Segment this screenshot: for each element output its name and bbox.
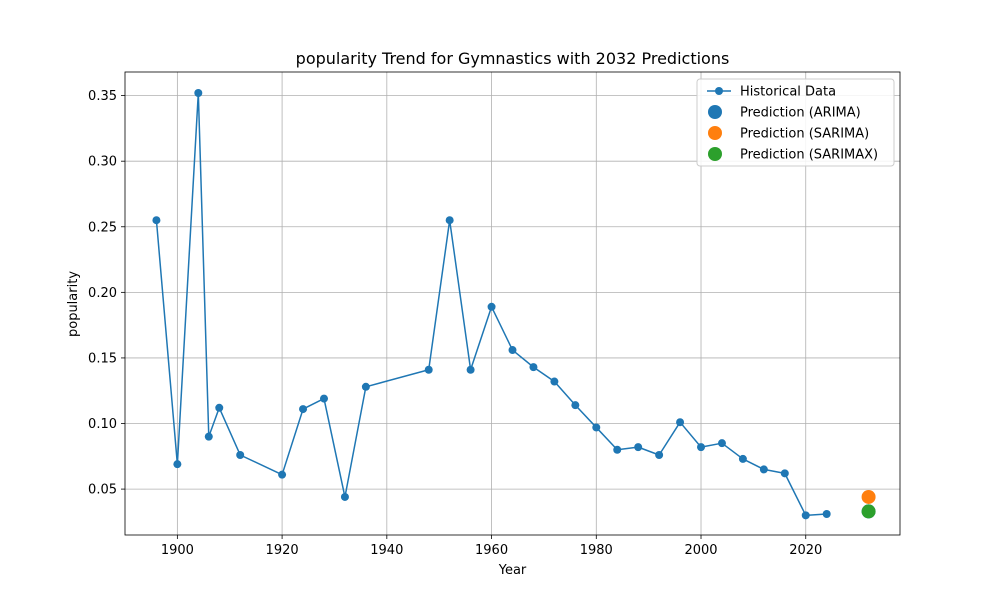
y-tick-label: 0.05 xyxy=(88,483,117,498)
historical-data-point xyxy=(204,432,213,441)
historical-data-point xyxy=(445,216,454,225)
legend-box xyxy=(696,78,895,167)
x-axis-label: Year xyxy=(498,563,527,578)
axes: 1900 1920 1940 1960 1980 2000 2020 0.05 0.10 0.15… xyxy=(88,71,901,558)
legend-marker-3 xyxy=(708,147,722,161)
legend-marker-historical xyxy=(715,87,723,95)
historical-data-point xyxy=(529,363,538,372)
historical-data-point xyxy=(215,403,224,412)
y-tick-label: 0.15 xyxy=(88,351,117,366)
legend-marker-1 xyxy=(708,105,722,119)
legend-label: Historical Data xyxy=(740,85,836,100)
historical-data-point xyxy=(822,510,831,519)
x-tick-label: 1960 xyxy=(475,543,508,558)
y-tick-label: 0.10 xyxy=(88,417,117,432)
x-tick-label: 2000 xyxy=(684,543,717,558)
series xyxy=(152,88,876,520)
historical-data-point xyxy=(613,445,622,454)
plot-frame xyxy=(124,71,901,536)
prediction-point-2 xyxy=(861,489,876,504)
legend-label: Prediction (SARIMA) xyxy=(740,127,869,142)
historical-data-point xyxy=(299,405,308,414)
historical-data-point xyxy=(801,511,810,520)
x-tick-label: 1980 xyxy=(580,543,613,558)
historical-data-point xyxy=(194,88,203,97)
historical-data-point xyxy=(173,460,182,469)
historical-data-point xyxy=(780,469,789,478)
historical-data-point xyxy=(152,216,161,225)
x-tick-label: 2020 xyxy=(789,543,822,558)
historical-data-point xyxy=(550,377,559,386)
y-tick-label: 0.30 xyxy=(88,155,117,170)
x-tick-label: 1940 xyxy=(370,543,403,558)
historical-data-point xyxy=(571,401,580,410)
historical-data-point xyxy=(655,450,664,459)
y-tick-label: 0.35 xyxy=(88,89,117,104)
historical-data-point xyxy=(759,465,768,474)
x-tick-label: 1900 xyxy=(161,543,194,558)
y-tick-label: 0.20 xyxy=(88,286,117,301)
legend-label: Prediction (ARIMA) xyxy=(740,106,861,121)
legend-marker-2 xyxy=(708,126,722,140)
historical-data-point xyxy=(592,423,601,432)
historical-data-point xyxy=(340,492,349,501)
historical-data-point xyxy=(424,365,433,374)
historical-data-point xyxy=(487,302,496,311)
legend-label: Prediction (SARIMAX) xyxy=(740,148,878,163)
y-tick-label: 0.25 xyxy=(88,220,117,235)
grid xyxy=(125,72,900,535)
historical-data-point xyxy=(361,382,370,391)
historical-data-point xyxy=(278,470,287,479)
historical-data-point xyxy=(697,443,706,452)
historical-data-point xyxy=(676,418,685,427)
historical-data-point xyxy=(508,346,517,355)
historical-data-point xyxy=(717,439,726,448)
x-tick-label: 1920 xyxy=(266,543,299,558)
prediction-point-3 xyxy=(861,504,876,519)
historical-data-point xyxy=(319,394,328,403)
historical-data-point xyxy=(236,450,245,459)
y-axis-label: popularity xyxy=(66,271,81,337)
historical-data-point xyxy=(466,365,475,374)
historical-data-point xyxy=(738,454,747,463)
chart-title: popularity Trend for Gymnastics with 203… xyxy=(296,49,730,68)
historical-data-point xyxy=(634,443,643,452)
legend: Historical Data Prediction (ARIMA) Predict… xyxy=(696,78,895,167)
